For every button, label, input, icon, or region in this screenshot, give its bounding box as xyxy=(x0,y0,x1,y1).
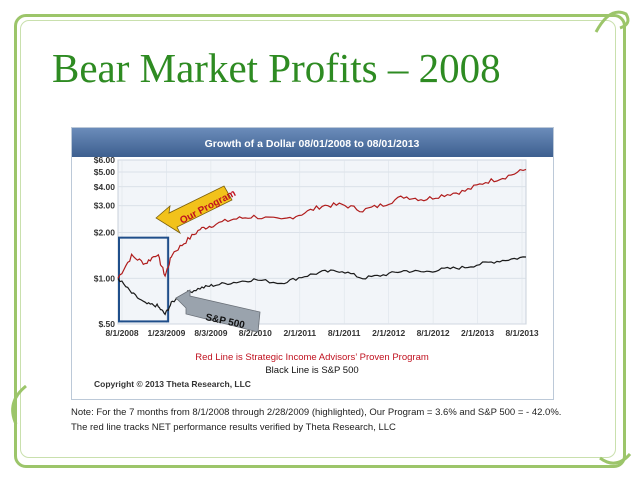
y-tick-label: $.50 xyxy=(98,319,115,329)
series-sp500-line xyxy=(117,256,527,316)
x-tick-label: 2/1/2011 xyxy=(283,328,316,338)
slide-inner-border xyxy=(20,20,616,458)
y-tick-label: $1.00 xyxy=(94,273,116,283)
chart-copyright: Copyright © 2013 Theta Research, LLC xyxy=(94,379,251,389)
slide-title: Bear Market Profits – 2008 xyxy=(52,45,501,91)
x-tick-label: 1/23/2009 xyxy=(148,328,186,338)
x-tick-label: 8/3/2009 xyxy=(194,328,227,338)
y-tick-label: $2.00 xyxy=(94,228,116,238)
caption-red-line: Red Line is Strategic Income Advisors’ P… xyxy=(195,352,429,363)
x-tick-label: 2/1/2013 xyxy=(461,328,494,338)
callout-arrow-sp500 xyxy=(175,289,261,333)
x-tick-label: 2/1/2012 xyxy=(372,328,405,338)
caption-black-line: Black Line is S&P 500 xyxy=(265,365,358,376)
chart-title: Growth of a Dollar 08/01/2008 to 08/01/2… xyxy=(205,138,420,150)
corner-curl-left xyxy=(11,384,27,425)
chart-container: Growth of a Dollar 08/01/2008 to 08/01/2… xyxy=(71,127,554,400)
x-tick-label: 8/1/2012 xyxy=(417,328,450,338)
footnote-line-2: The red line tracks NET performance resu… xyxy=(71,422,396,433)
x-tick-label: 8/1/2008 xyxy=(105,328,138,338)
callout-arrow-our-program xyxy=(155,185,233,235)
y-tick-label: $5.00 xyxy=(94,167,116,177)
y-tick-label: $3.00 xyxy=(94,201,116,211)
x-tick-label: 8/1/2013 xyxy=(505,328,538,338)
corner-curl-bottom-right xyxy=(599,452,632,465)
chart-svg: Growth of a Dollar 08/01/2008 to 08/01/2… xyxy=(72,128,553,389)
footnote: Note: For the 7 months from 8/1/2008 thr… xyxy=(71,405,561,435)
footnote-line-1: Note: For the 7 months from 8/1/2008 thr… xyxy=(71,407,562,418)
chart-header xyxy=(72,128,553,157)
series-our-program-line xyxy=(117,168,527,279)
x-tick-label: 8/1/2011 xyxy=(328,328,361,338)
y-tick-label: $6.00 xyxy=(94,155,116,165)
x-tick-label: 8/2/2010 xyxy=(239,328,272,338)
y-tick-label: $4.00 xyxy=(94,182,116,192)
corner-curl-top-right xyxy=(594,10,630,33)
